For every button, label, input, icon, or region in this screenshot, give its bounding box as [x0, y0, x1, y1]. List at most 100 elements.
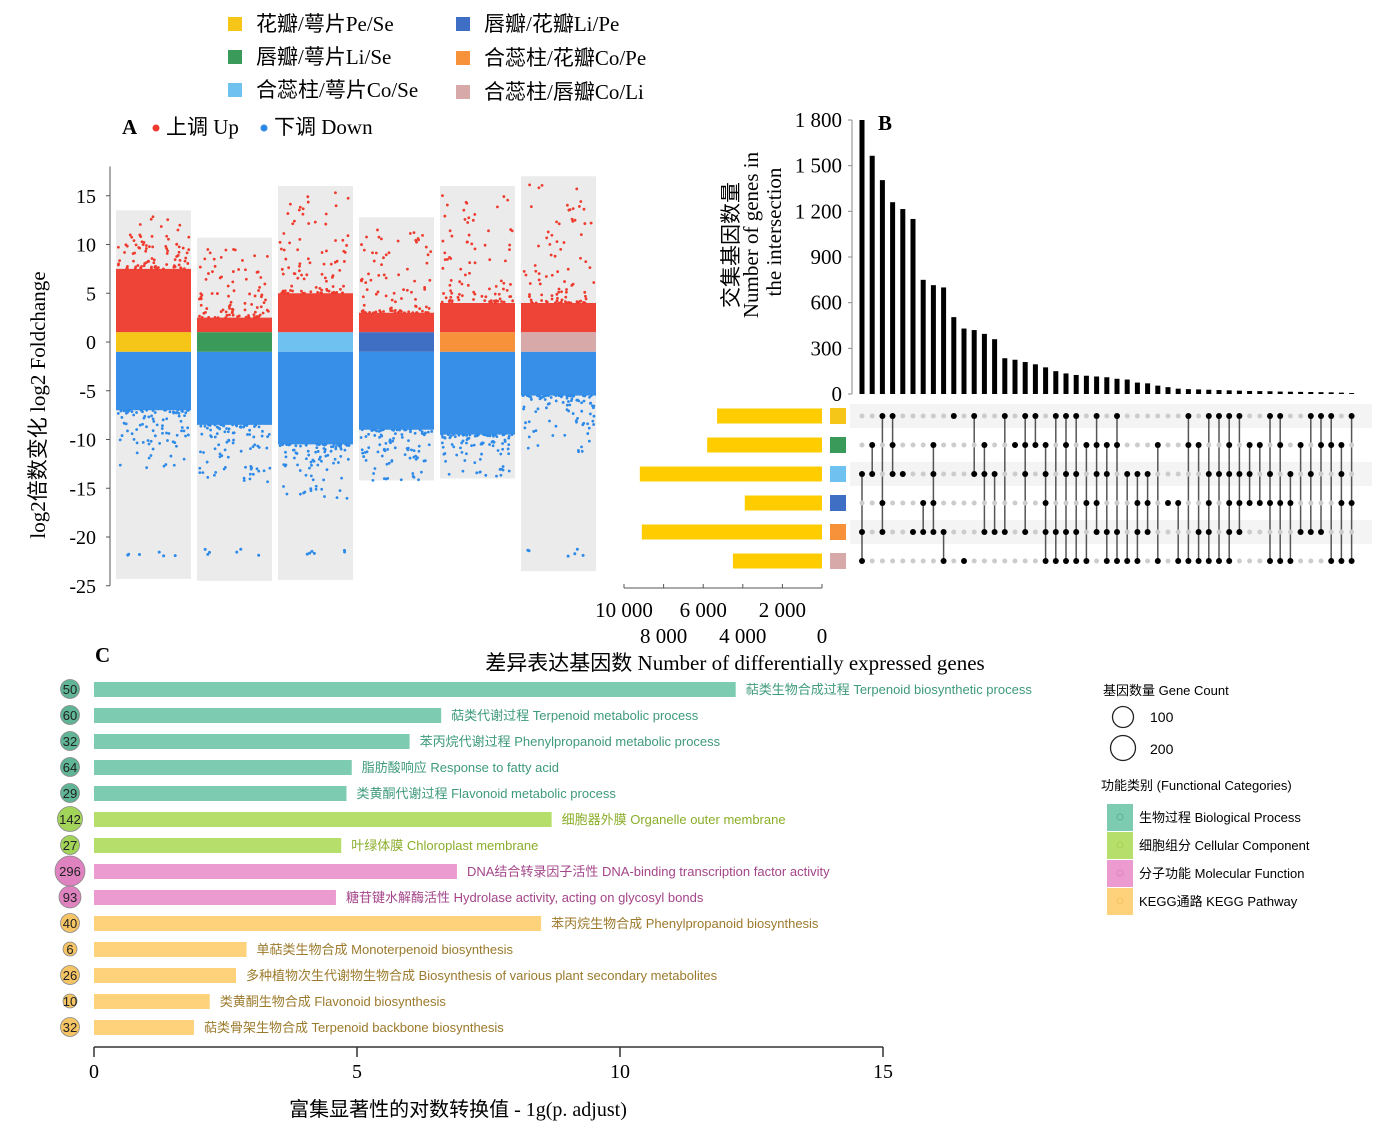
up-point	[198, 265, 202, 269]
matrix-dot-active	[940, 529, 947, 535]
down-point	[398, 428, 401, 432]
up-point	[227, 294, 230, 298]
down-point	[364, 435, 368, 438]
up-point	[483, 299, 487, 303]
down-point	[340, 476, 344, 480]
down-point	[320, 459, 323, 463]
down-point	[254, 423, 258, 427]
matrix-dot-active	[1073, 471, 1080, 477]
up-point	[281, 272, 285, 276]
intersection-bar	[971, 330, 977, 394]
category-swatch-cc	[1107, 832, 1133, 859]
up-point	[219, 256, 223, 259]
up-point	[508, 295, 512, 299]
up-point	[377, 235, 381, 239]
down-point	[245, 423, 249, 427]
up-point	[175, 242, 179, 246]
down-point	[166, 439, 169, 442]
matrix-dot-inactive	[961, 413, 967, 419]
matrix-dot-inactive	[1308, 500, 1314, 506]
up-point	[309, 290, 313, 294]
down-point	[371, 478, 375, 482]
up-point	[244, 277, 248, 281]
down-point	[248, 428, 251, 432]
up-point	[244, 268, 247, 272]
y-label-en-2: the intersection	[762, 167, 786, 296]
up-point	[318, 286, 322, 290]
down-point	[338, 489, 342, 493]
up-point	[450, 300, 454, 304]
up-point	[280, 267, 284, 271]
intersection-bar	[930, 285, 936, 394]
matrix-dot-inactive	[1002, 442, 1008, 448]
up-point	[450, 234, 454, 238]
up-point	[577, 205, 581, 208]
down-point	[557, 394, 561, 398]
matrix-dot-active	[981, 471, 988, 477]
y-tick-label: 0	[832, 382, 843, 406]
intersection-bar	[920, 279, 926, 394]
matrix-dot-inactive	[1022, 558, 1028, 564]
matrix-dot-active	[1216, 413, 1222, 419]
intersection-bar	[1043, 367, 1049, 394]
down-point	[135, 451, 139, 455]
enrichment-row: 6 单萜类生物合成 Monoterpenoid biosynthesis	[62, 941, 514, 957]
down-point	[132, 413, 136, 417]
matrix-dot-active	[1114, 558, 1120, 564]
up-point	[331, 274, 335, 278]
down-point	[507, 469, 511, 473]
gene-count-label: 26	[63, 968, 77, 983]
down-point	[450, 443, 454, 446]
matrix-dot-inactive	[1155, 529, 1161, 535]
down-point	[321, 442, 325, 446]
matrix-dot-inactive	[1124, 500, 1130, 506]
matrix-dot-active	[1165, 500, 1171, 506]
down-point	[226, 455, 230, 459]
down-point	[495, 474, 498, 478]
up-point	[306, 195, 310, 199]
down-point	[337, 461, 340, 464]
matrix-dot-inactive	[859, 500, 865, 506]
outlier-point	[157, 550, 161, 554]
up-point	[117, 262, 120, 266]
down-point	[465, 434, 469, 437]
matrix-dot-inactive	[1298, 471, 1304, 477]
down-point	[116, 412, 120, 415]
x-axis-title: 富集显著性的对数转换值 - 1g(p. adjust)	[289, 1098, 627, 1121]
up-point	[288, 241, 292, 245]
down-point	[367, 446, 371, 449]
down-point	[119, 409, 123, 413]
matrix-dot-inactive	[992, 413, 998, 419]
up-point	[425, 261, 429, 265]
matrix-dot-active	[1103, 442, 1110, 448]
down-point	[337, 444, 341, 448]
intersection-bar	[941, 287, 947, 394]
intersection-bar	[1298, 391, 1304, 394]
up-point	[264, 298, 267, 302]
matrix-dot-active	[971, 471, 978, 477]
down-point	[470, 444, 474, 448]
matrix-dot-inactive	[1216, 500, 1222, 506]
up-point	[165, 263, 169, 266]
matrix-dot-active	[1001, 413, 1008, 419]
down-point	[367, 432, 370, 436]
matrix-dot-active	[1328, 442, 1335, 448]
down-point	[395, 428, 399, 432]
matrix-dot-active	[1348, 558, 1355, 564]
down-point	[147, 442, 151, 446]
intersection-bar	[981, 333, 987, 394]
up-point	[573, 218, 577, 222]
intersection-bar	[869, 155, 875, 394]
intersection-bar	[1134, 382, 1140, 394]
down-point	[161, 431, 164, 435]
matrix-dot-inactive	[951, 558, 957, 564]
down-point	[464, 452, 468, 456]
y-tick-label: 300	[811, 336, 843, 360]
up-point	[118, 259, 122, 263]
up-point	[563, 300, 567, 304]
up-point	[298, 237, 302, 241]
up-point	[458, 280, 462, 284]
down-point	[298, 492, 302, 496]
down-point	[441, 445, 445, 449]
